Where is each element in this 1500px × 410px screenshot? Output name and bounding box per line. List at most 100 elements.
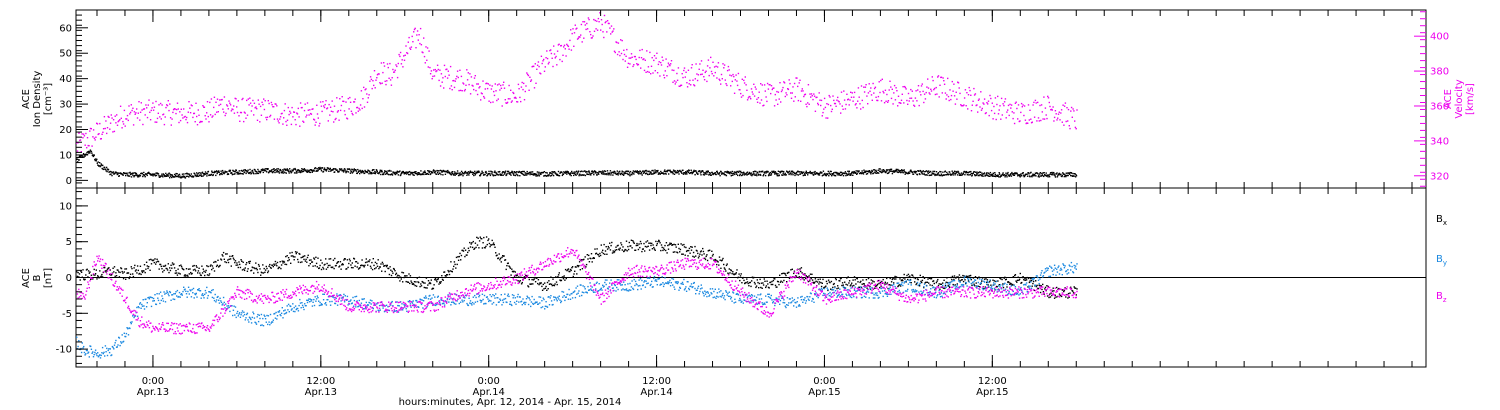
density-point xyxy=(980,174,982,176)
velocity-point xyxy=(616,41,618,44)
velocity-point xyxy=(227,108,229,110)
density-point xyxy=(524,174,526,176)
density-point xyxy=(122,174,124,176)
velocity-point xyxy=(471,84,473,87)
density-point xyxy=(729,173,731,175)
bx-point xyxy=(724,268,726,270)
bx-point xyxy=(986,281,988,284)
density-point xyxy=(1063,173,1065,175)
density-point xyxy=(741,174,744,176)
by-point xyxy=(76,336,78,338)
velocity-point xyxy=(165,106,167,109)
density-point xyxy=(305,169,307,171)
bx-point xyxy=(282,262,284,264)
velocity-point xyxy=(718,78,720,80)
bx-point xyxy=(665,249,667,252)
density-point xyxy=(879,168,881,170)
velocity-point xyxy=(566,44,569,47)
bx-point xyxy=(672,251,675,253)
bx-point xyxy=(332,259,335,261)
density-point xyxy=(932,172,935,175)
velocity-point xyxy=(674,83,676,85)
bx-point xyxy=(679,248,682,251)
bx-point xyxy=(762,282,764,284)
velocity-point xyxy=(703,76,705,78)
bx-point xyxy=(691,246,693,248)
bx-point xyxy=(1075,294,1077,296)
density-point xyxy=(895,168,898,171)
density-point xyxy=(964,174,966,176)
bx-point xyxy=(133,267,135,269)
density-point xyxy=(752,173,754,176)
velocity-point xyxy=(691,64,693,66)
density-point xyxy=(344,170,347,172)
velocity-point xyxy=(561,60,563,63)
bx-point xyxy=(448,271,450,273)
velocity-point xyxy=(1042,118,1044,120)
velocity-point xyxy=(266,118,268,121)
velocity-point xyxy=(974,93,977,95)
bx-point xyxy=(212,267,214,269)
velocity-point xyxy=(430,70,433,72)
density-point xyxy=(468,174,470,176)
bx-point xyxy=(607,245,609,248)
bx-point xyxy=(674,251,676,253)
velocity-point xyxy=(1073,110,1075,112)
density-point xyxy=(181,173,184,175)
by-point xyxy=(141,305,144,307)
velocity-point xyxy=(941,92,943,94)
velocity-point xyxy=(605,20,607,23)
density-point xyxy=(134,172,136,174)
velocity-point xyxy=(980,91,982,93)
bx-point xyxy=(953,275,956,277)
velocity-point xyxy=(558,43,560,45)
density-point xyxy=(574,171,576,173)
velocity-point xyxy=(1049,105,1051,108)
bx-point xyxy=(464,249,467,251)
density-point xyxy=(642,170,644,172)
density-point xyxy=(939,174,942,177)
density-point xyxy=(130,172,132,175)
velocity-point xyxy=(175,112,177,115)
bx-point xyxy=(527,285,529,287)
density-point xyxy=(868,171,870,173)
velocity-point xyxy=(572,28,574,30)
density-point xyxy=(384,170,386,173)
by-point xyxy=(138,306,140,309)
bx-point xyxy=(985,278,987,280)
density-point xyxy=(89,152,91,154)
density-point xyxy=(410,171,413,174)
bx-point xyxy=(376,262,378,265)
velocity-ylabel-line1: ACE xyxy=(1443,89,1454,109)
velocity-point xyxy=(690,67,693,69)
velocity-point xyxy=(228,100,230,102)
bx-point xyxy=(449,270,451,272)
density-point xyxy=(856,172,858,175)
bx-point xyxy=(478,247,480,249)
bx-point xyxy=(144,271,146,274)
velocity-point xyxy=(1053,120,1055,122)
density-point xyxy=(1062,172,1064,174)
density-point xyxy=(979,174,981,176)
density-point xyxy=(409,174,411,176)
bx-point xyxy=(418,276,421,278)
bx-point xyxy=(750,285,752,288)
bx-point xyxy=(577,265,579,268)
density-point xyxy=(165,175,167,177)
bx-point xyxy=(722,257,724,260)
bx-point xyxy=(242,261,244,263)
velocity-point xyxy=(396,65,398,68)
velocity-point xyxy=(1068,125,1070,127)
velocity-point xyxy=(778,98,780,100)
by-point xyxy=(93,353,95,356)
bx-point xyxy=(230,265,232,267)
velocity-point xyxy=(469,73,471,75)
bx-point xyxy=(1024,279,1026,281)
density-point xyxy=(503,171,505,174)
density-point xyxy=(164,175,166,177)
density-point xyxy=(327,167,330,170)
bx-point xyxy=(1032,280,1035,283)
density-point xyxy=(428,171,430,174)
density-point xyxy=(1043,172,1045,174)
velocity-point xyxy=(393,71,395,73)
